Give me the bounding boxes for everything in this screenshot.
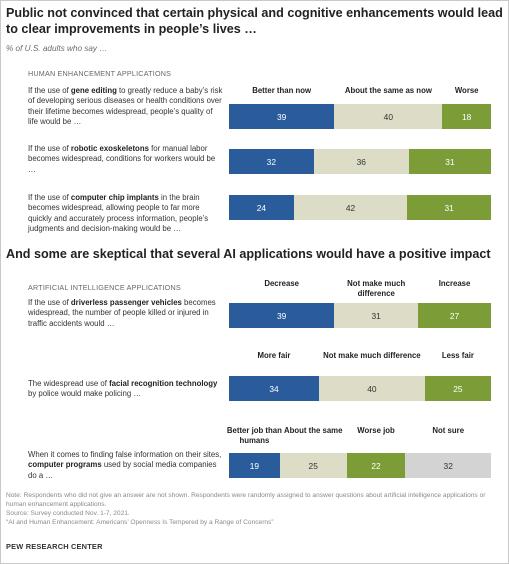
data-label: 25 xyxy=(308,460,318,471)
question-keyword: robotic exoskeletons xyxy=(70,144,149,153)
bar-segment: 31 xyxy=(407,195,491,220)
question-text-part: If the use of xyxy=(28,144,71,153)
data-label: 24 xyxy=(256,202,267,213)
bar-segment: 42 xyxy=(293,195,408,220)
bar-segment: 40 xyxy=(334,104,443,129)
legend-label: Better job than humans xyxy=(226,426,282,445)
data-label: 32 xyxy=(443,460,453,471)
legend-label: Not make much difference xyxy=(347,279,406,298)
legend-label: Increase xyxy=(438,279,471,288)
data-label: 25 xyxy=(453,383,463,394)
legend-label: Worse job xyxy=(357,426,395,435)
source-text: Source: Survey conducted Nov. 1-7, 2021. xyxy=(6,510,130,517)
question-text-part: for manual labor becomes widespread, con… xyxy=(28,144,216,174)
data-label: 36 xyxy=(356,156,366,167)
bar-segment: 24 xyxy=(229,195,294,220)
question-text-part: to greatly reduce a baby’s risk of devel… xyxy=(28,86,223,126)
question-text: When it comes to finding false informati… xyxy=(28,450,224,481)
question-text-part: If the use of xyxy=(28,298,71,307)
chart-notes: Note: Respondents who did not give an an… xyxy=(6,491,504,527)
question-text-part: by police would make policing … xyxy=(28,389,142,399)
bar-segment: 36 xyxy=(313,149,409,174)
data-label: 22 xyxy=(371,460,381,471)
bar-segment: 39 xyxy=(229,104,335,129)
question-keyword: facial recognition technology xyxy=(109,379,218,388)
section-heading-ai: And some are skeptical that several AI a… xyxy=(6,247,491,261)
question-text: If the use of driverless passenger vehic… xyxy=(28,298,224,329)
legend-label: Not make much difference xyxy=(323,351,421,360)
question-text: If the use of robotic exoskeletons for m… xyxy=(28,144,224,175)
legend-label: More fair xyxy=(257,351,291,360)
data-label: 18 xyxy=(462,111,472,122)
legend-label: Better than now xyxy=(252,86,312,95)
question-text-part: used by social media companies do a … xyxy=(28,460,217,480)
bar-segment: 18 xyxy=(442,104,491,129)
bar-segment: 25 xyxy=(424,376,491,401)
legend-label: Less fair xyxy=(441,351,474,360)
data-label: 40 xyxy=(367,383,377,394)
bar-segment: 22 xyxy=(346,453,406,478)
data-label: 42 xyxy=(345,202,356,213)
bar-segment: 32 xyxy=(405,453,491,478)
bar-segment: 31 xyxy=(408,149,491,174)
legend-label: Worse xyxy=(454,86,479,95)
data-label: 34 xyxy=(269,383,279,394)
data-label: 27 xyxy=(449,310,460,321)
question-text-part: When it comes to finding false informati… xyxy=(28,450,222,459)
bar-segment: 32 xyxy=(229,149,314,174)
question-keyword: computer chip implants xyxy=(70,193,159,202)
question-text: If the use of gene editing to greatly re… xyxy=(28,86,224,127)
data-label: 39 xyxy=(277,310,287,321)
data-label: 40 xyxy=(383,111,393,122)
question-keyword: gene editing xyxy=(70,86,117,95)
question-text: If the use of computer chip implants in … xyxy=(28,193,224,234)
section-label-ai: ARTIFICIAL INTELLIGENCE APPLICATIONS xyxy=(28,283,181,292)
data-label: 31 xyxy=(445,156,455,167)
question-text-part: The widespread use of xyxy=(28,379,110,388)
bar-segment: 39 xyxy=(229,303,335,328)
note-text: Note: Respondents who did not give an an… xyxy=(6,492,486,508)
question-text-part: If the use of xyxy=(28,193,71,202)
data-label: 19 xyxy=(249,460,260,471)
legend-label: About the same as now xyxy=(344,86,432,95)
bar-segment: 25 xyxy=(279,453,347,478)
section-label-human-enhancement: HUMAN ENHANCEMENT APPLICATIONS xyxy=(28,69,172,78)
question-keyword: driverless passenger vehicles xyxy=(70,298,182,307)
legend-label: Not sure xyxy=(432,426,465,435)
chart-title: Public not convinced that certain physic… xyxy=(6,6,503,36)
bar-segment: 34 xyxy=(229,376,319,401)
report-title-text: “AI and Human Enhancement: Americans’ Op… xyxy=(6,519,274,526)
legend-label: Decrease xyxy=(264,279,299,288)
bar-segment: 31 xyxy=(334,303,419,328)
brand-logo-text: PEW RESEARCH CENTER xyxy=(6,542,103,551)
question-text: The widespread use of facial recognition… xyxy=(28,379,224,400)
data-label: 31 xyxy=(371,310,381,321)
data-label: 39 xyxy=(277,111,287,122)
question-keyword: computer programs xyxy=(28,460,102,470)
bar-segment: 19 xyxy=(229,453,280,478)
data-label: 32 xyxy=(266,156,276,167)
data-label: 31 xyxy=(444,202,454,213)
bar-segment: 40 xyxy=(318,376,425,401)
legend-label: About the same xyxy=(283,426,343,435)
question-text-part: If the use of xyxy=(28,86,71,95)
chart-subtitle: % of U.S. adults who say … xyxy=(6,44,108,53)
question-text-part: becomes widespread, the number of people… xyxy=(28,298,216,328)
question-text-part: in the brain becomes widespread, allowin… xyxy=(28,193,209,233)
bar-segment: 27 xyxy=(418,303,491,328)
